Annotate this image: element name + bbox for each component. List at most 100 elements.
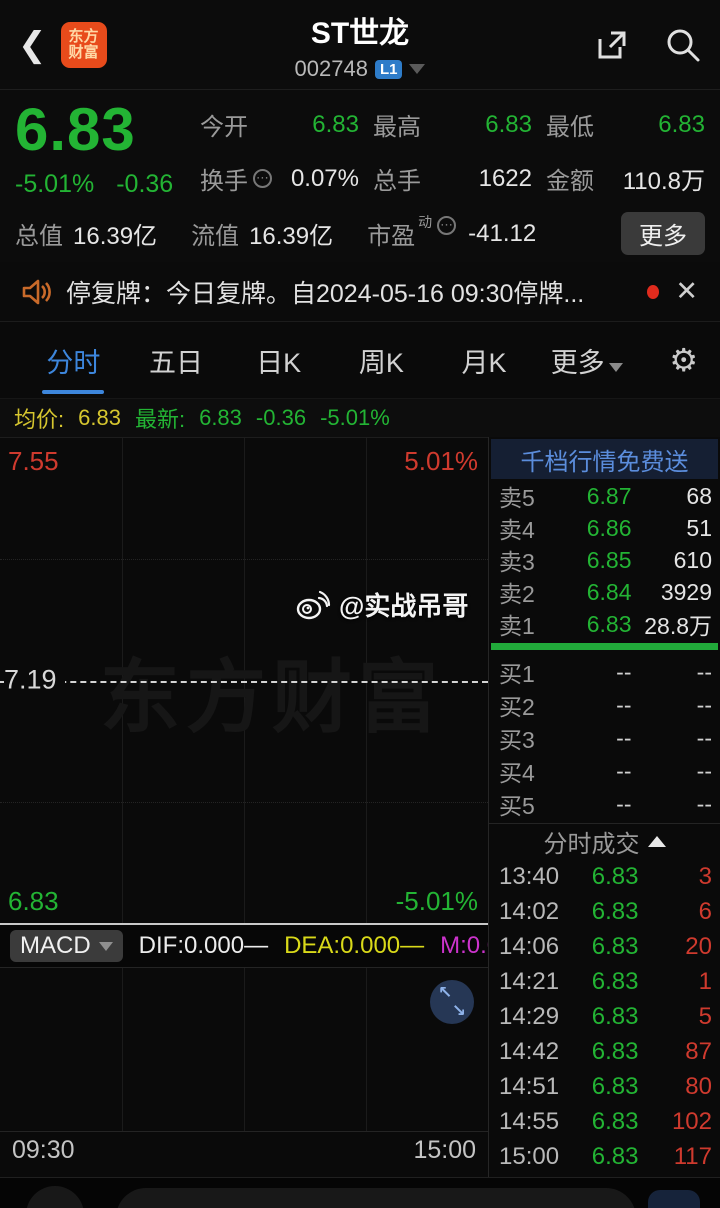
- logo-text-2: 财富: [68, 43, 99, 61]
- weibo-icon: [296, 590, 331, 619]
- ask-row-4[interactable]: 卖4 6.86 51: [499, 514, 712, 544]
- range-high-percent: 5.01%: [404, 446, 478, 476]
- gear-icon[interactable]: ⚙: [669, 342, 699, 378]
- bottom-toolbar-clipped: [0, 1178, 720, 1208]
- unread-dot: [647, 284, 660, 299]
- trade-row[interactable]: 15:00 6.83 117: [499, 1142, 712, 1170]
- more-button[interactable]: 更多: [621, 212, 705, 255]
- stat-turnover: 换手 ⋯ 0.07%: [200, 164, 359, 196]
- info-icon[interactable]: ⋯: [437, 216, 457, 235]
- level2-promo-banner[interactable]: 千档行情免费送: [491, 439, 718, 479]
- close-icon[interactable]: ✕: [675, 276, 698, 306]
- weibo-watermark: @实战吊哥: [295, 586, 468, 623]
- tab-more[interactable]: 更多: [535, 341, 638, 380]
- stat-pe-ratio: 市盈动 ⋯ -41.12: [367, 214, 537, 250]
- avg-label: 均价:: [14, 407, 65, 432]
- chevron-down-icon[interactable]: [409, 64, 426, 74]
- trade-row[interactable]: 14:29 6.83 5: [499, 1002, 712, 1030]
- quote-panel: 6.83 -5.01% -0.36 今开 6.83 最高 6.83 最低 6.8…: [0, 90, 720, 262]
- trade-row[interactable]: 14:06 6.83 20: [499, 932, 712, 960]
- change-percent: -5.01%: [15, 170, 95, 198]
- tick-trades-header[interactable]: 分时成交: [489, 824, 720, 859]
- stat-open: 今开 6.83: [200, 110, 359, 142]
- bottom-avatar-button[interactable]: [26, 1186, 84, 1208]
- macd-legend-bar: MACD DIF:0.000— DEA:0.000— M:0.000—: [0, 925, 551, 968]
- trade-row[interactable]: 14:21 6.83 1: [499, 967, 712, 995]
- bottom-action-button[interactable]: [648, 1190, 700, 1208]
- minute-chart[interactable]: 东方财富 7.19 7.55 5.01% 6.83 -5.01% @实战吊哥: [0, 437, 488, 925]
- bid-row-2[interactable]: 买2 -- --: [499, 691, 712, 721]
- ask-row-3[interactable]: 卖3 6.85 610: [499, 546, 712, 576]
- stat-amount: 金额 110.8万: [546, 168, 705, 195]
- tab-minute[interactable]: 分时: [22, 341, 125, 380]
- bid-row-1[interactable]: 买1 -- --: [499, 658, 712, 688]
- macd-dif: DIF:0.000—: [138, 932, 269, 959]
- tab-daily-k[interactable]: 日K: [256, 347, 302, 378]
- range-low-percent: -5.01%: [395, 886, 478, 916]
- gridline: [122, 968, 123, 1131]
- latest-percent: -5.01%: [320, 405, 390, 430]
- bid-row-4[interactable]: 买4 -- --: [499, 757, 712, 787]
- eastmoney-logo[interactable]: 东方 财富: [60, 21, 107, 68]
- latest-change: -0.36: [255, 405, 307, 430]
- stock-code: 002748: [294, 56, 368, 81]
- macd-chart[interactable]: ↖ ↘: [0, 968, 488, 1132]
- ask-row-5[interactable]: 卖5 6.87 68: [499, 482, 712, 512]
- fullscreen-button[interactable]: ↖ ↘: [430, 980, 474, 1024]
- range-low-price: 6.83: [8, 886, 59, 916]
- header: ❮ 东方 财富 ST世龙 002748 L1: [0, 0, 720, 90]
- share-icon[interactable]: [594, 27, 630, 63]
- change-value: -0.36: [116, 170, 174, 198]
- mid-price-label: 7.19: [4, 663, 65, 695]
- bid-row-5[interactable]: 买5 -- --: [499, 790, 712, 820]
- expand-arrow-icon: ↖: [438, 983, 453, 1002]
- info-icon[interactable]: ⋯: [253, 169, 272, 188]
- caret-down-icon: [608, 362, 623, 372]
- last-price: 6.83: [15, 96, 136, 163]
- stats-row3: 总值 16.39亿 流值 16.39亿 市盈动 ⋯ -41.12 更多: [15, 212, 705, 255]
- tab-monthly-k[interactable]: 月K: [461, 347, 507, 378]
- sell-ratio-bar: [491, 643, 718, 650]
- bid-row-3[interactable]: 买3 -- --: [499, 724, 712, 754]
- divider: [489, 823, 720, 824]
- range-high-price: 7.55: [8, 446, 59, 476]
- back-button[interactable]: ❮: [18, 25, 47, 64]
- gridline: [0, 559, 488, 561]
- stat-volume: 总手 1622: [373, 164, 532, 196]
- announcement-bar[interactable]: 停复牌：今日复牌。自2024-05-16 09:30停牌... ✕: [0, 262, 720, 322]
- expand-arrow-icon: ↘: [451, 1001, 466, 1020]
- stat-total-cap: 总值 16.39亿: [15, 223, 158, 250]
- trade-row[interactable]: 13:40 6.83 3: [499, 862, 712, 890]
- stat-high: 最高 6.83: [373, 110, 532, 142]
- trade-row[interactable]: 14:51 6.83 80: [499, 1072, 712, 1100]
- avg-value: 6.83: [78, 405, 121, 430]
- trade-row[interactable]: 14:42 6.83 87: [499, 1037, 712, 1065]
- ask-row-1[interactable]: 卖1 6.83 28.8万: [499, 610, 712, 640]
- time-end: 15:00: [413, 1136, 476, 1164]
- speaker-icon: [22, 279, 51, 304]
- tab-weekly-k[interactable]: 周K: [358, 347, 404, 378]
- search-icon[interactable]: [664, 26, 702, 64]
- stat-float-cap: 流值 16.39亿: [191, 223, 334, 250]
- ask-row-2[interactable]: 卖2 6.84 3929: [499, 578, 712, 608]
- caret-down-icon: [98, 941, 113, 951]
- logo-text-1: 东方: [68, 27, 99, 45]
- gridline: [244, 968, 245, 1131]
- orderbook-panel: 千档行情免费送 卖5 6.87 68 卖4 6.86 51 卖3 6.85 610 卖2 6.…: [488, 437, 720, 1177]
- macd-selector[interactable]: MACD: [10, 930, 123, 962]
- bottom-input-pill[interactable]: [116, 1188, 636, 1208]
- trade-row[interactable]: 14:55 6.83 102: [499, 1107, 712, 1135]
- price-block: 6.83 -5.01% -0.36: [15, 100, 200, 199]
- macd-dea: DEA:0.000—: [284, 932, 425, 959]
- triangle-up-icon: [647, 836, 666, 847]
- chart-tabs: 分时 五日 日K 周K 月K 更多 ⚙: [0, 322, 720, 398]
- tab-5day[interactable]: 五日: [149, 347, 203, 378]
- latest-label: 最新:: [134, 407, 186, 432]
- time-start: 09:30: [12, 1136, 75, 1164]
- prev-close-line: [0, 680, 488, 683]
- gridline: [0, 801, 488, 803]
- trade-row[interactable]: 14:02 6.83 6: [499, 897, 712, 925]
- time-axis: 09:30 15:00: [0, 1132, 488, 1177]
- stat-low: 最低 6.83: [546, 110, 705, 142]
